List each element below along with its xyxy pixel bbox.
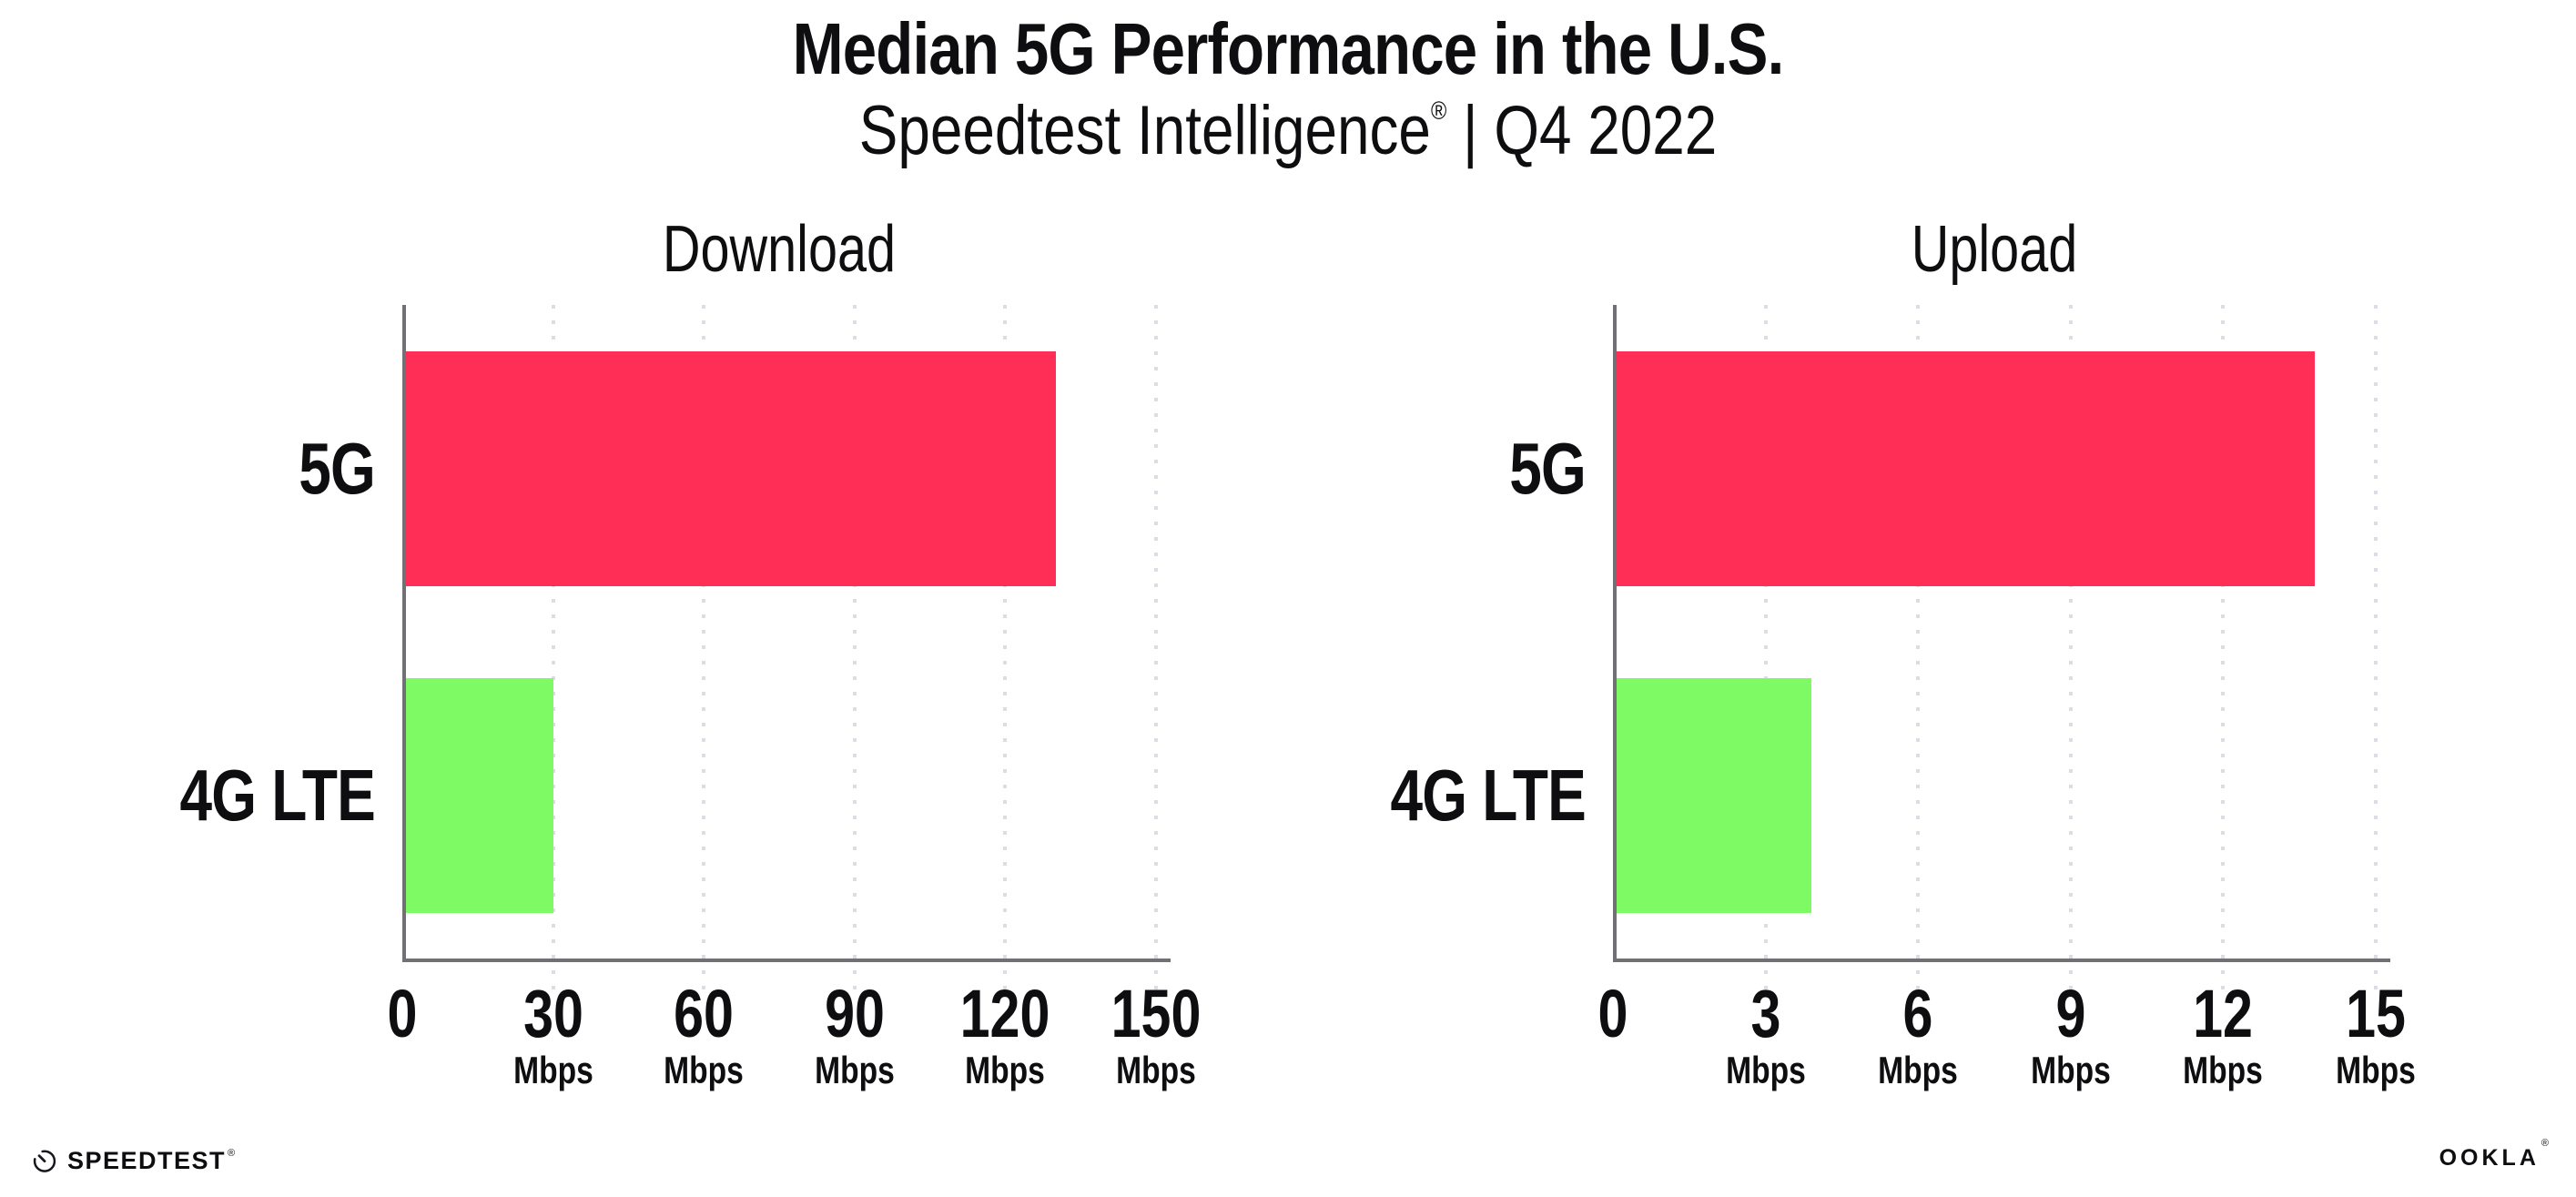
page-subtitle: Speedtest Intelligence® | Q4 2022 — [206, 87, 2369, 189]
x-tick-unit: Mbps — [2336, 1049, 2416, 1091]
gridline — [852, 305, 857, 999]
category-label-4g-lte: 4G LTE — [1390, 755, 1587, 836]
x-tick-label: 12 — [2193, 976, 2254, 1051]
y-axis — [1613, 305, 1617, 962]
subtitle-brand: Speedtest Intelligence — [858, 92, 1431, 169]
x-tick-label: 150 — [1111, 976, 1202, 1051]
page-title: Median 5G Performance in the U.S. — [792, 8, 1785, 89]
x-tick-label: 0 — [1597, 976, 1628, 1051]
x-tick-unit: Mbps — [965, 1049, 1046, 1091]
x-tick-unit: Mbps — [814, 1049, 895, 1091]
x-tick-unit: Mbps — [664, 1049, 745, 1091]
x-tick-label: 6 — [1902, 976, 1933, 1051]
chart-title: Download — [662, 213, 897, 286]
category-label-5g: 5G — [1509, 428, 1587, 509]
x-tick-label: 3 — [1750, 976, 1781, 1051]
gridline — [2221, 305, 2226, 999]
subtitle-quarter: | Q4 2022 — [1446, 92, 1718, 169]
gridline — [2374, 305, 2378, 999]
x-tick-label: 120 — [960, 976, 1050, 1051]
ookla-logo: OOKLA ® — [2439, 1138, 2549, 1171]
x-tick-label: 0 — [387, 976, 418, 1051]
gridline — [702, 305, 706, 999]
x-axis — [1613, 959, 2390, 962]
gridline — [2068, 305, 2073, 999]
category-label-4g-lte: 4G LTE — [179, 755, 376, 836]
bar-5g — [1617, 351, 2315, 586]
speedtest-logo-text: SPEEDTEST — [67, 1147, 227, 1174]
x-tick-label: 30 — [522, 976, 583, 1051]
x-axis — [402, 959, 1171, 962]
registered-trademark-icon: ® — [1430, 96, 1447, 125]
x-tick-label: 60 — [674, 976, 735, 1051]
speedtest-trademark-icon: ® — [228, 1148, 236, 1159]
bar-4g-lte — [1617, 678, 1811, 913]
gridline — [1763, 305, 1768, 999]
speedtest-logo: SPEEDTEST ® — [31, 1138, 235, 1183]
x-tick-unit: Mbps — [512, 1049, 593, 1091]
gridline — [551, 305, 555, 999]
chart-title: Upload — [1911, 213, 2078, 286]
bar-4g-lte — [406, 678, 553, 913]
gridline — [1154, 305, 1158, 999]
x-tick-unit: Mbps — [2030, 1049, 2111, 1091]
x-tick-label: 90 — [824, 976, 885, 1051]
x-tick-label: 9 — [2055, 976, 2086, 1051]
speedtest-gauge-icon — [31, 1147, 58, 1174]
x-tick-unit: Mbps — [2183, 1049, 2264, 1091]
x-tick-unit: Mbps — [1725, 1049, 1806, 1091]
x-tick-unit: Mbps — [1878, 1049, 1959, 1091]
gridline — [1916, 305, 1921, 999]
x-tick-unit: Mbps — [1116, 1049, 1196, 1091]
y-axis — [402, 305, 406, 962]
ookla-logo-text: OOKLA — [2439, 1145, 2540, 1171]
x-tick-label: 15 — [2346, 976, 2406, 1051]
category-label-5g: 5G — [299, 428, 376, 509]
ookla-trademark-icon: ® — [2541, 1138, 2549, 1149]
bar-5g — [406, 351, 1056, 586]
gridline — [1003, 305, 1008, 999]
